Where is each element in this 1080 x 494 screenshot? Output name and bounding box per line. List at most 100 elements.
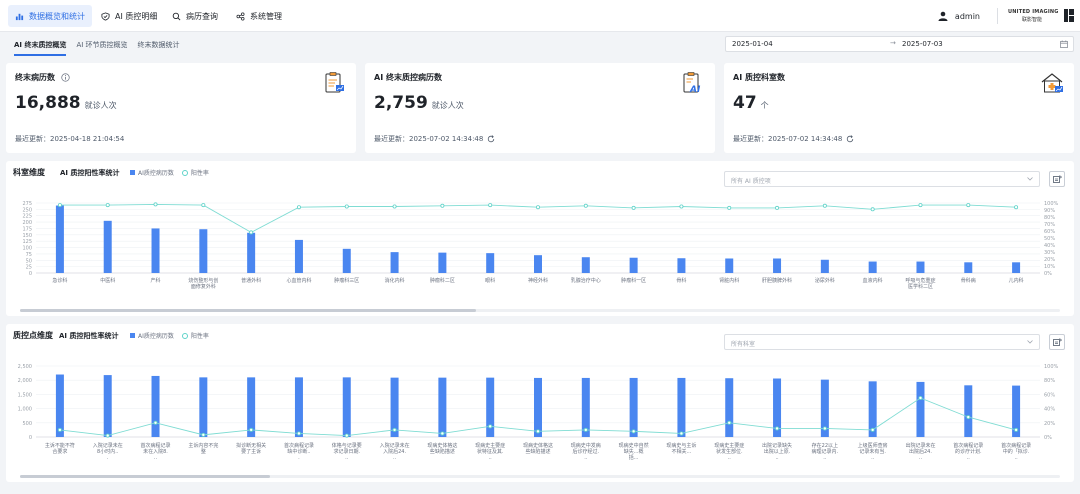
department-select[interactable]: 所有科室 <box>724 334 1040 350</box>
bar-眼科[interactable] <box>486 253 495 273</box>
rate-point-入院记录未在入院后24...[interactable] <box>392 427 397 432</box>
rate-point-首次病程记录的诊疗计划...[interactable] <box>966 415 971 420</box>
rate-point-上级医师查房记录未有当...[interactable] <box>870 427 875 432</box>
bar-现病史与主诉不相关...[interactable] <box>677 377 686 437</box>
rate-point-消化内科[interactable] <box>392 204 397 209</box>
bar-现病史体格这些缺陷描述[interactable] <box>534 377 542 437</box>
rate-point-泌尿外科[interactable] <box>822 203 827 208</box>
user-menu[interactable]: admin <box>937 6 980 26</box>
bar-消化内科[interactable] <box>390 252 399 273</box>
bar-首次病程记录未在入院8...[interactable] <box>151 375 160 437</box>
rate-point-现病史体格这些缺陷描述[interactable] <box>440 431 445 436</box>
tab-process-qc-overview[interactable]: AI 环节质控概览 <box>76 41 128 49</box>
rate-point-存在22以上病理记录内...[interactable] <box>822 426 827 431</box>
bar-现病史主要症状特征及其...[interactable] <box>486 377 495 437</box>
bar-现病史体格这些缺陷描述[interactable] <box>438 377 447 437</box>
nav-item-overview[interactable]: 数据概览和统计 <box>8 5 92 27</box>
legend-item-line[interactable]: 阳性率 <box>181 331 209 340</box>
rate-point-首次病程记录中的「拟诊...[interactable] <box>1014 427 1019 432</box>
rate-point-普通外科[interactable] <box>249 230 254 235</box>
rate-point-肾脏内科[interactable] <box>727 205 732 210</box>
bar-泌尿外科[interactable] <box>820 259 829 273</box>
bar-体格与记录要求记录日期...[interactable] <box>342 377 351 437</box>
rate-point-肿瘤科三区[interactable] <box>344 204 349 209</box>
rate-point-肝胆胰脾外科[interactable] <box>775 205 780 210</box>
legend-item-bar[interactable]: AI质控病历数 <box>130 331 174 340</box>
rate-point-儿内科[interactable] <box>1014 205 1019 210</box>
nav-item-record-search[interactable]: 病历查询 <box>165 5 225 27</box>
rate-point-首次病程记录未在入院8...[interactable] <box>153 420 158 425</box>
bar-中医科[interactable] <box>103 220 112 273</box>
rate-point-血液内科[interactable] <box>870 207 875 212</box>
date-range-picker[interactable]: 2025-01-04 → 2025-07-03 <box>725 36 1074 52</box>
bar-入院记录未在8小时内...[interactable] <box>103 375 112 437</box>
rate-point-肿瘤科一区[interactable] <box>631 205 636 210</box>
bar-拟诊断无相关要了主诉[interactable] <box>247 377 256 437</box>
rate-point-中医科[interactable] <box>105 203 110 208</box>
nav-item-system-admin[interactable]: 系统管理 <box>229 5 289 27</box>
bar-首次病程记录缺中诊断...[interactable] <box>294 377 303 437</box>
chart-scrollbar[interactable] <box>20 475 1060 478</box>
legend-item-bar[interactable]: AI质控病历数 <box>130 168 174 177</box>
bar-产科[interactable] <box>151 228 160 273</box>
rate-point-现病史主要症状发生部位...[interactable] <box>727 420 732 425</box>
refresh-icon[interactable] <box>846 135 854 143</box>
tab-terminal-qc-overview[interactable]: AI 终末质控概览 <box>14 40 67 56</box>
bar-现病史中发病后诊疗经过...[interactable] <box>581 377 590 437</box>
date-end[interactable]: 2025-07-03 <box>902 40 943 48</box>
bar-肾脏内科[interactable] <box>725 258 734 273</box>
rate-point-烧伤整形与创面修复外科[interactable] <box>201 203 206 208</box>
bar-肿瘤科一区[interactable] <box>629 257 638 273</box>
refresh-icon[interactable] <box>487 135 495 143</box>
bar-儿内科[interactable] <box>1012 262 1021 273</box>
rate-point-现病史中发病后诊疗经过...[interactable] <box>583 427 588 432</box>
nav-item-ai-detail[interactable]: AI 质控明细 <box>94 5 164 27</box>
bar-心血管内科[interactable] <box>294 239 303 273</box>
chart-scrollbar-thumb[interactable] <box>20 475 270 478</box>
legend-item-line[interactable]: 阳性率 <box>181 168 209 177</box>
bar-首次病程记录中的「拟诊...[interactable] <box>1012 385 1021 437</box>
bar-首次病程记录的诊疗计划...[interactable] <box>964 385 973 437</box>
bar-呼吸与危重症医学科二区[interactable] <box>916 261 925 273</box>
bar-神经外科[interactable] <box>534 255 542 273</box>
rate-point-现病史体格这些缺陷描述[interactable] <box>536 429 541 434</box>
bar-肿瘤科二区[interactable] <box>438 252 447 273</box>
info-icon[interactable] <box>61 73 70 82</box>
bar-现病史中自然缺失...概括...[interactable] <box>629 377 638 437</box>
bar-入院记录未在入院后24...[interactable] <box>390 377 399 437</box>
rate-point-呼吸与危重症医学科二区[interactable] <box>918 203 923 208</box>
bar-烧伤整形与创面修复外科[interactable] <box>199 229 208 273</box>
bar-骨科[interactable] <box>677 258 686 273</box>
bar-肿瘤科三区[interactable] <box>342 248 351 273</box>
rate-point-心血管内科[interactable] <box>296 205 301 210</box>
rate-point-骨科病[interactable] <box>966 203 971 208</box>
rate-point-骨科[interactable] <box>679 204 684 209</box>
rate-point-体格与记录要求记录日期...[interactable] <box>344 433 349 438</box>
bar-主诉内容不完整[interactable] <box>199 377 208 437</box>
rate-point-肿瘤科二区[interactable] <box>440 203 445 208</box>
rate-point-现病史主要症状特征及其...[interactable] <box>488 424 493 429</box>
rate-point-出院记录缺失出院以上原...[interactable] <box>775 426 780 431</box>
bar-肝胆胰脾外科[interactable] <box>773 258 782 273</box>
bar-急诊科[interactable] <box>55 205 64 273</box>
rate-point-急诊科[interactable] <box>57 203 62 208</box>
rate-point-眼科[interactable] <box>488 203 493 208</box>
bar-主诉不能不符合要求[interactable] <box>55 374 64 437</box>
rate-point-首次病程记录缺中诊断...[interactable] <box>296 431 301 436</box>
qc-item-select[interactable]: 所有 AI 质控项 <box>724 171 1040 187</box>
rate-point-现病史与主诉不相关...[interactable] <box>679 431 684 436</box>
bar-普通外科[interactable] <box>247 232 256 273</box>
rate-point-入院记录未在8小时内...[interactable] <box>105 433 110 438</box>
bar-出院记录未在出院后24...[interactable] <box>916 381 925 437</box>
chart-scrollbar-thumb[interactable] <box>20 309 476 312</box>
bar-上级医师查房记录未有当...[interactable] <box>868 381 877 437</box>
bar-乳腺治疗中心[interactable] <box>581 257 590 273</box>
rate-point-产科[interactable] <box>153 202 158 207</box>
bar-血液内科[interactable] <box>868 261 877 273</box>
rate-point-拟诊断无相关要了主诉[interactable] <box>249 427 254 432</box>
bar-存在22以上病理记录内...[interactable] <box>820 379 829 437</box>
bar-出院记录缺失出院以上原...[interactable] <box>773 378 782 437</box>
bar-骨科病[interactable] <box>964 262 973 273</box>
rate-point-出院记录未在出院后24...[interactable] <box>918 395 923 400</box>
export-button[interactable] <box>1049 171 1065 187</box>
